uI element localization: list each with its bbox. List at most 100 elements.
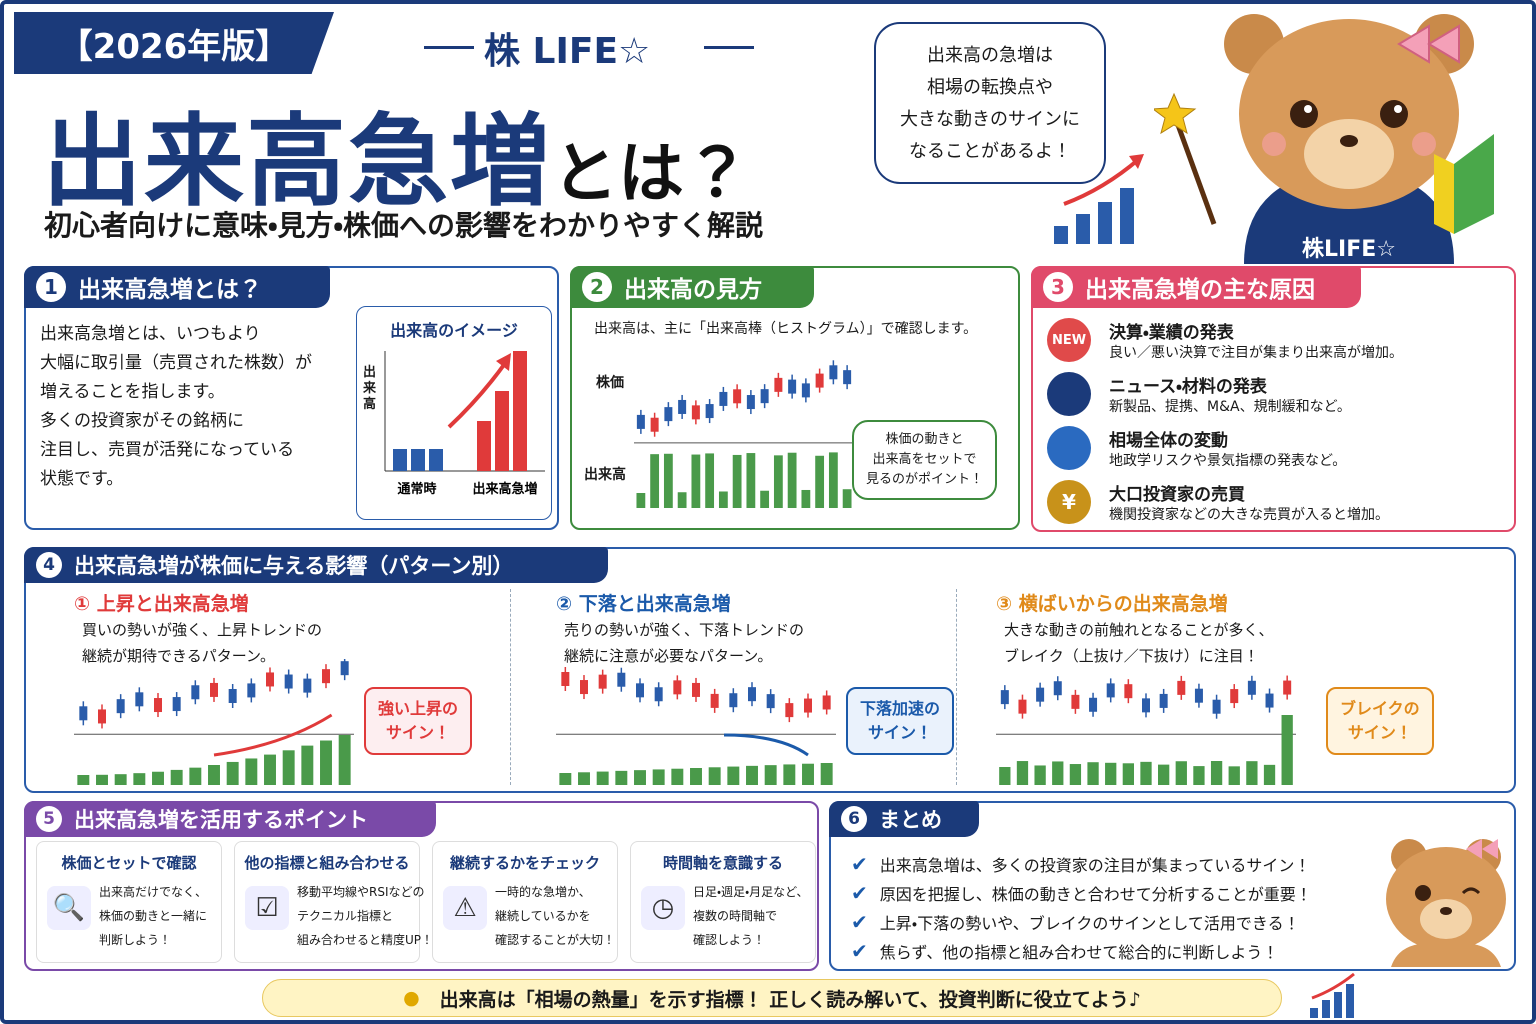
candle-body xyxy=(705,404,714,419)
candle-body xyxy=(804,698,812,713)
text-line: 大幅に取引量（売買された株数）が xyxy=(40,353,312,373)
text-line: 複数の時間軸で xyxy=(693,909,778,923)
cause: ニュース・材料の発表 新製品、提携、M&A、規制緩和など。 xyxy=(1047,370,1507,420)
text-line: 継続に注意が必要なパターン。 xyxy=(564,647,773,665)
text-line: 出来高をセットで xyxy=(872,452,977,467)
volume-bar xyxy=(999,767,1011,785)
title-main: 出来高急増 xyxy=(42,103,552,220)
candle-body xyxy=(636,683,644,698)
candle-body xyxy=(1283,680,1292,695)
candle-body xyxy=(561,672,570,686)
cause-icon xyxy=(1047,372,1091,416)
callout: 下落加速の サイン！ xyxy=(846,687,955,755)
card-icon: ☑ xyxy=(245,886,289,930)
tip-card: 継続するかをチェック ⚠ 一時的な急増か、 継続しているかを 確認することが大切！ xyxy=(432,841,618,963)
section-tab: 2 出来高の見方 xyxy=(570,266,814,308)
text-line: 株価の動きと一緒に xyxy=(99,909,208,923)
candle-body xyxy=(1036,687,1045,702)
card-icon: 🔍 xyxy=(47,886,91,930)
volume-bar xyxy=(1210,761,1223,785)
candle-body xyxy=(284,674,293,689)
footer-message: ● 出来高は「相場の熱量」を示す指標！ 正しく読み解いて、投資判断に役立てよう♪ xyxy=(262,979,1282,1017)
section-tab: 1 出来高急増とは？ xyxy=(24,266,330,308)
chart-title: 出来高のイメージ xyxy=(390,321,518,340)
volume-bar xyxy=(1140,761,1152,785)
summary-item: ✔ 出来高急増は、多くの投資家の注目が集まっているサイン！ xyxy=(851,849,1312,878)
volume-bar xyxy=(1052,761,1064,785)
candle-body xyxy=(580,680,588,695)
section-title: まとめ xyxy=(879,808,942,832)
volume-bar xyxy=(170,769,183,785)
bulb-icon: ● xyxy=(403,987,420,1009)
text-line: 売りの勢いが強く、下落トレンドの xyxy=(564,621,805,639)
pattern-desc: 売りの勢いが強く、下落トレンドの 継続に注意が必要なパターン。 xyxy=(564,617,804,669)
candle-body xyxy=(1177,680,1186,695)
text-line: ブレイク（上抜け／下抜け）に注目！ xyxy=(1004,647,1259,665)
volume-bar xyxy=(1193,766,1205,785)
text-line: 大きな動きのサインに xyxy=(900,109,1080,130)
x-label: 出来高急増 xyxy=(472,481,537,497)
candle-body xyxy=(135,692,144,707)
text-line: 状態です。 xyxy=(40,469,124,489)
volume-bar xyxy=(615,770,628,785)
volume-bar xyxy=(705,453,715,508)
cause-icon: NEW xyxy=(1047,318,1091,362)
summary-text: 上昇・下落の勢いや、ブレイクのサインとして活用できる！ xyxy=(879,913,1300,933)
text-line: 移動平均線やRSIなどの xyxy=(297,885,425,899)
card-title: 他の指標と組み合わせる xyxy=(244,854,410,872)
text-line: サイン！ xyxy=(1347,723,1412,742)
volume-bar xyxy=(842,489,852,508)
candle-body xyxy=(617,672,626,687)
volume-bar xyxy=(828,452,838,508)
volume-bar xyxy=(650,454,660,508)
candle-body xyxy=(746,395,755,410)
cause-icon: ¥ xyxy=(1047,480,1091,524)
x-label: 通常時 xyxy=(397,481,436,497)
candle-body xyxy=(1124,684,1133,699)
text-line: テクニカル指標と xyxy=(297,909,394,923)
candle-body xyxy=(1000,690,1009,705)
candle-body xyxy=(760,389,769,404)
candle-body xyxy=(1265,693,1274,708)
candle-body xyxy=(729,693,738,708)
candle-body xyxy=(247,683,256,698)
callout: 株価の動きと 出来高をセットで 見るのがポイント！ xyxy=(852,420,998,500)
section-causes: 3 出来高急増の主な原因 NEW 決算・業績の発表 良い／悪い決算で注目が集まり出来高… xyxy=(1031,266,1516,532)
candle-body xyxy=(654,687,663,702)
candle-body xyxy=(1159,693,1168,708)
candle-body xyxy=(1212,699,1221,714)
candle-body xyxy=(801,383,810,398)
text-line: 下落加速の xyxy=(860,699,941,718)
volume-bar xyxy=(634,770,646,785)
pattern-title: ② 下落と出来高急増 xyxy=(556,593,731,615)
volume-bar xyxy=(152,771,164,785)
volume-bar xyxy=(801,489,811,508)
section-patterns: 4 出来高急増が株価に与える影響（パターン別） ① 上昇と出来高急増 買いの勢いが強… xyxy=(24,547,1516,793)
section-number: 5 xyxy=(36,806,62,832)
volume-bar xyxy=(133,773,146,785)
candle-body xyxy=(598,674,607,689)
candle-body xyxy=(678,399,687,414)
volume-bar xyxy=(690,768,702,785)
candle-body xyxy=(1142,698,1150,713)
candle-body xyxy=(1106,683,1115,698)
card-body: 出来高だけでなく、 株価の動きと一緒に 判断しよう！ xyxy=(99,880,207,952)
text-line: 出来高の急増は xyxy=(927,45,1053,66)
section-summary: 6 まとめ ✔ 出来高急増は、多くの投資家の注目が集まっているサイン！ ✔ 原因を把握し… xyxy=(829,801,1516,971)
text-line: ブレイクの xyxy=(1340,699,1420,718)
cause: ¥ 大口投資家の売買 機関投資家などの大きな売買が入ると増加。 xyxy=(1047,478,1507,528)
volume-bar xyxy=(1158,764,1170,785)
candle-body xyxy=(829,365,838,380)
section-title: 出来高急増を活用するポイント xyxy=(74,808,368,832)
volume-image: 通常時 出来高急増 xyxy=(384,351,545,497)
card-title: 継続するかをチェック xyxy=(449,854,600,872)
brand: 株 LIFE☆ xyxy=(484,31,651,72)
volume-bar xyxy=(663,453,673,508)
mascot-label: 株LIFE☆ xyxy=(1302,237,1396,262)
volume-bar xyxy=(1087,762,1099,785)
volume-bar xyxy=(1175,761,1187,785)
section-tab: 6 まとめ xyxy=(829,801,979,837)
section-tab: 5 出来高急増を活用するポイント xyxy=(24,801,436,837)
axis-label: 出来高 xyxy=(584,467,626,483)
